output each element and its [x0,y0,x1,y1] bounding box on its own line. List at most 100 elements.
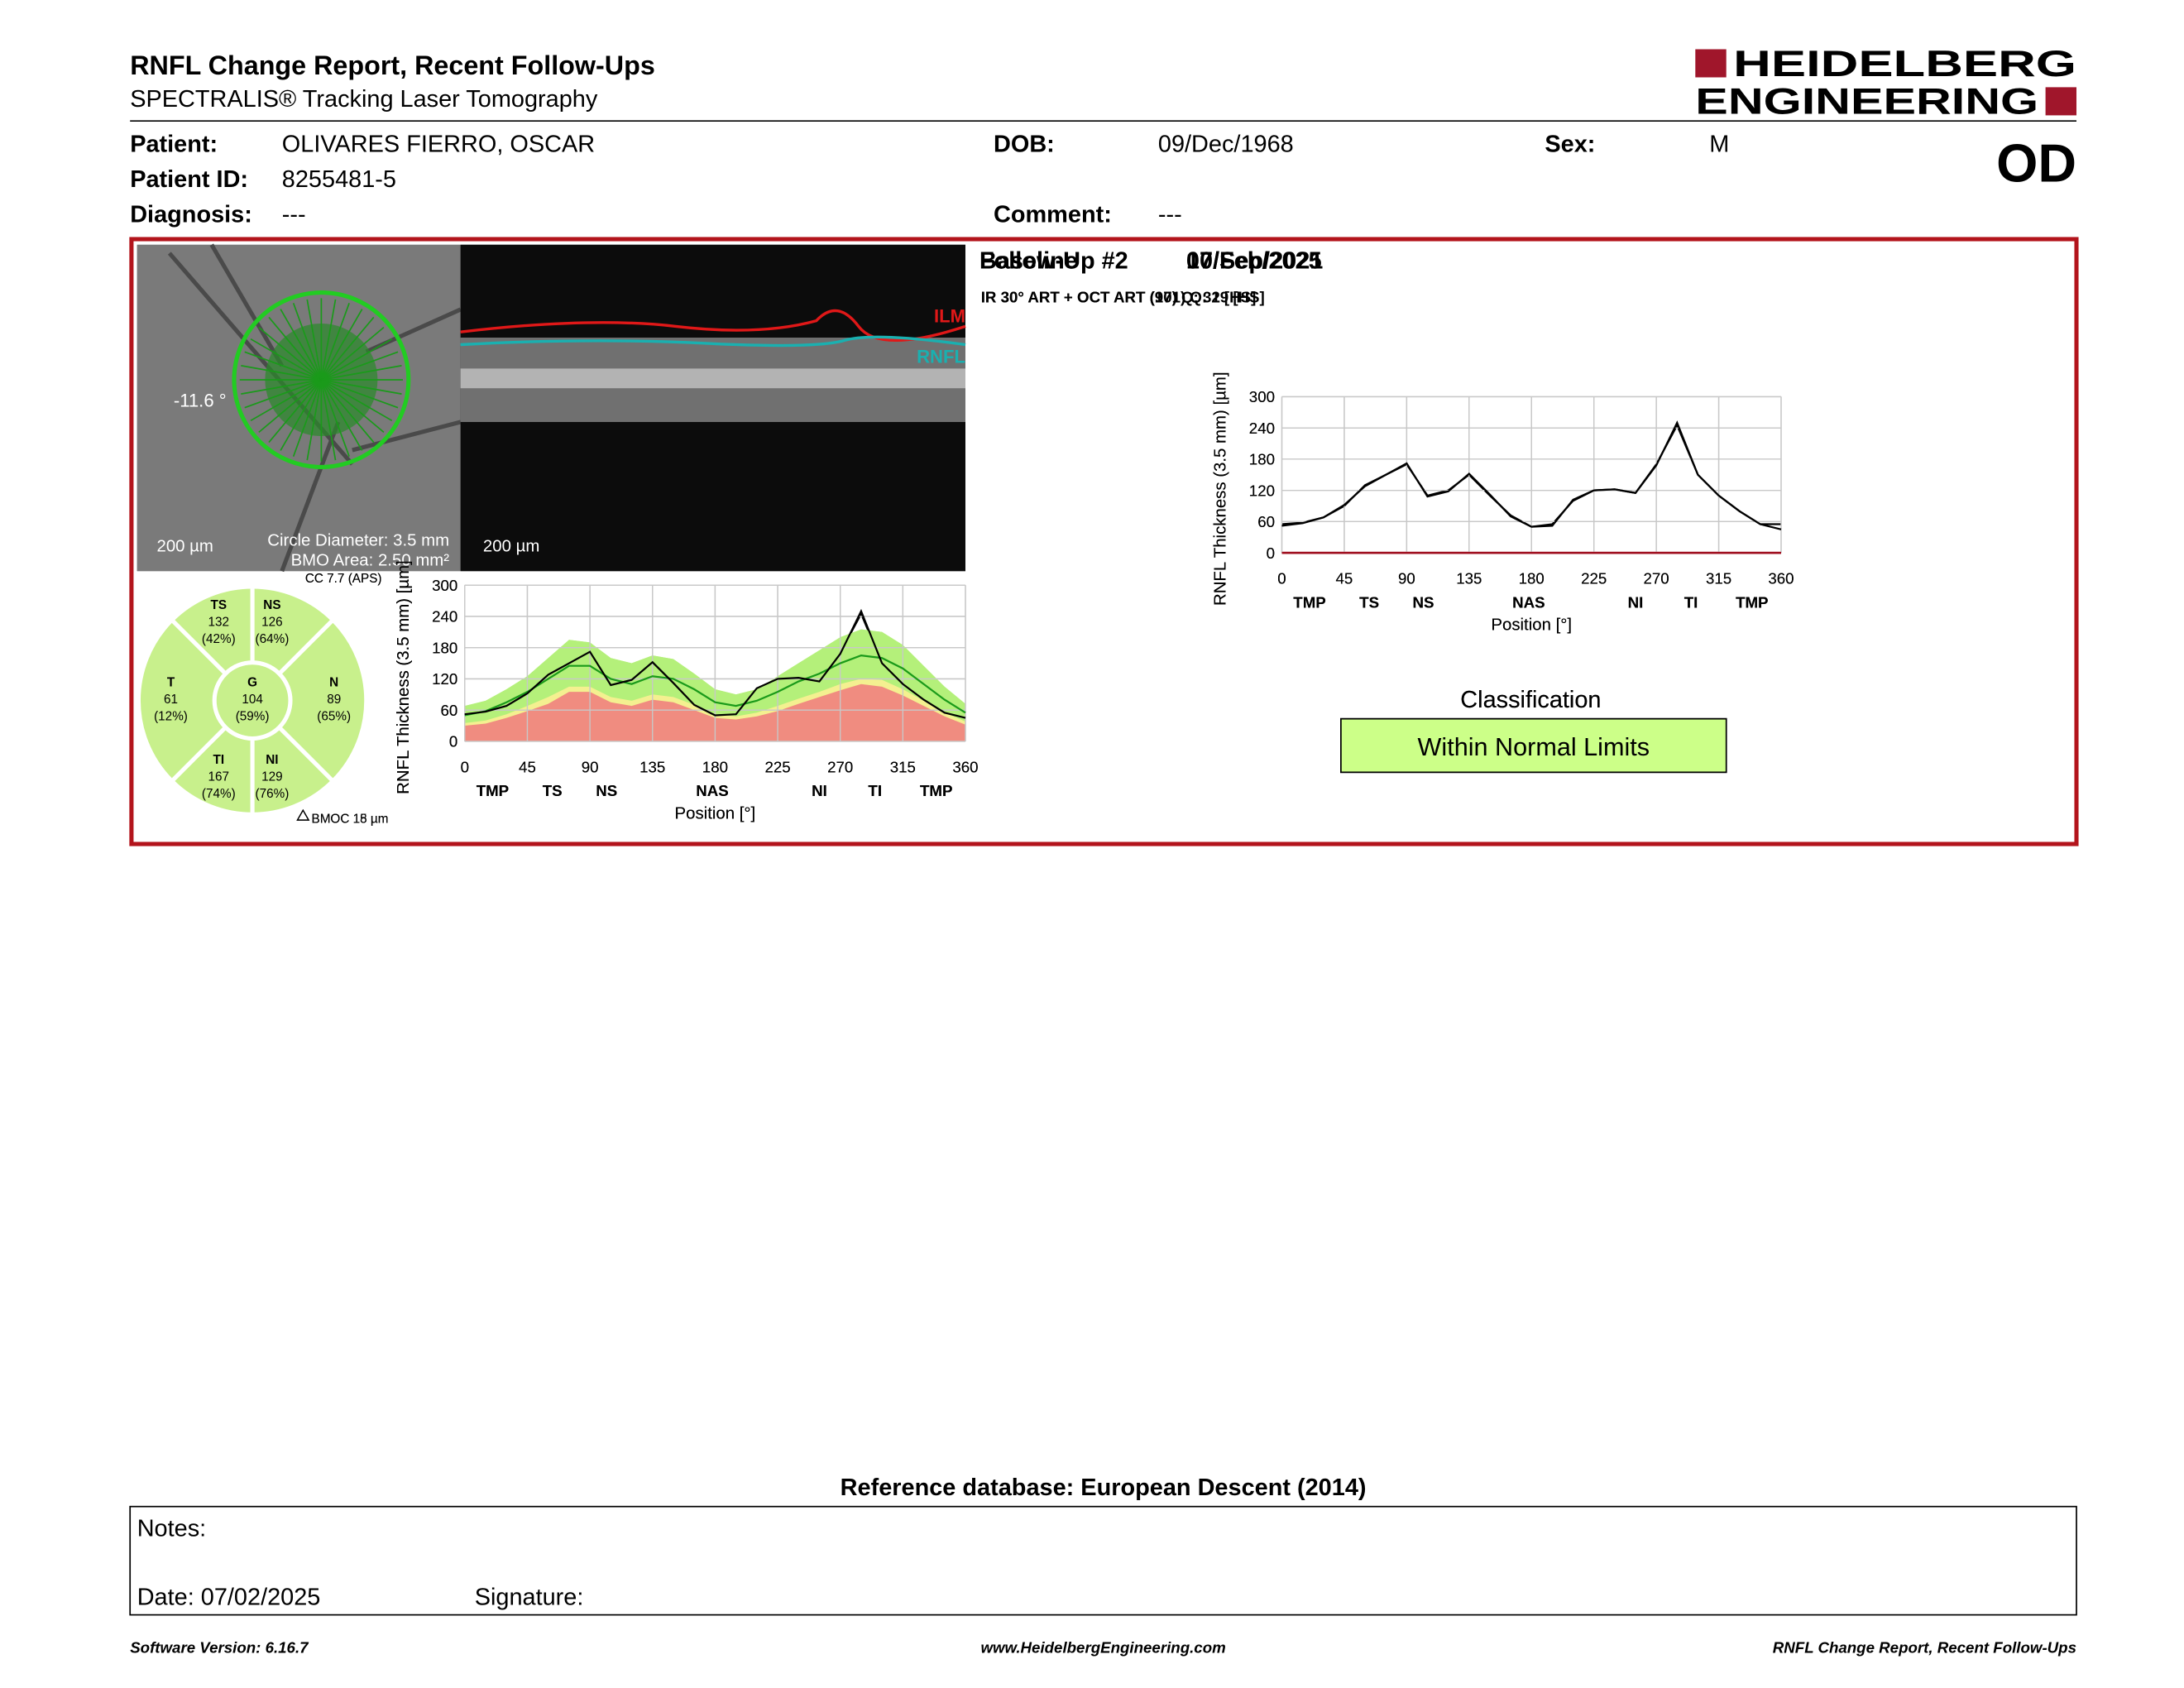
region-label: NS [596,782,617,799]
signature: Signature: [475,1585,584,1611]
sector-value: 126 [261,615,283,629]
rnfl-line [460,335,966,348]
scan-info: IR 30° ART + OCT ART (97) Q: 31 [HS] [981,288,1257,305]
scan-ray [320,379,337,461]
scan-ray [320,303,350,381]
y-tick-label: 60 [441,702,458,719]
scan-ray [320,379,363,451]
thickness-profile [464,608,966,719]
y-tick-label: 0 [449,733,457,750]
sector-value: 132 [208,615,230,629]
sector-percentile: (59%) [236,709,270,723]
sector-value: 167 [208,770,230,784]
cc: CC 7.7 (APS) [305,572,382,586]
vessel [352,420,462,453]
x-tick-label: 135 [1456,569,1482,587]
field-value: OLIVARES FIERRO, OSCAR [282,132,595,158]
region-label: TMP [477,782,509,799]
sector-divider [171,726,228,782]
sector-percentile: (42%) [202,632,236,646]
scan-ray [250,379,322,422]
region-label: TS [543,782,563,799]
scan-ray [321,379,402,395]
sector-value: 89 [327,693,341,707]
field-label: Sex: [1545,132,1595,158]
scan-circle [232,290,411,469]
x-tick-label: 315 [1706,569,1731,587]
date: Date: 07/02/2025 [137,1585,321,1611]
region-label: NAS [696,782,728,799]
logo-mark [1695,49,1727,78]
x-tick-label: 135 [1456,569,1482,587]
y-tick-label: 0 [1267,544,1275,562]
scan-ray [250,338,322,381]
y-axis-label: RNFL Thickness (3.5 mm) [µm] [395,560,413,794]
vessel [280,421,341,573]
scan-ray [306,299,323,381]
scan-ray [320,379,393,422]
field-value: --- [1158,202,1182,228]
x-tick-label: 270 [1644,569,1669,587]
scan-ray [280,379,323,451]
x-tick-label: 360 [1768,569,1794,587]
logo-text: HEIDELBERG [1733,44,2076,84]
x-tick-label: 135 [639,758,665,775]
sector-label: NS [263,598,280,612]
x-tick-label: 90 [1398,569,1415,587]
region-label: TMP [920,782,952,799]
sector-label: N [329,676,338,690]
sector-divider [171,619,228,675]
reference: Reference database: European Descent (20… [841,1475,1367,1501]
x-tick-label: 225 [764,758,790,775]
scan-ray [268,379,323,444]
normative-mean [464,654,966,717]
y-tick-label: 60 [1257,513,1275,530]
delta-icon [296,808,310,821]
y-tick-label: 120 [432,670,457,688]
x-tick-label: 180 [702,758,728,775]
field-label: Diagnosis: [130,202,252,228]
x-tick-label: 45 [1336,569,1353,587]
sector-percentile: (76%) [255,787,289,801]
region-label: TMP [1293,593,1325,611]
scan-ray [320,309,363,381]
x-tick-label: 0 [461,758,469,775]
scan-ray [320,326,385,381]
y-tick-label: 0 [449,733,457,750]
sector-label: TS [211,598,228,612]
classification-result: Within Normal Limits [1418,733,1650,761]
classification-title: Classification [1460,687,1601,713]
x-tick-label: 225 [1581,569,1607,587]
region-label: TMP [1736,593,1768,611]
y-tick-label: 180 [432,639,457,656]
region-label: NS [596,782,617,799]
x-tick-label: 45 [519,758,536,775]
field-label: Patient ID: [130,166,248,193]
field-value: 09/Dec/1968 [1158,132,1294,158]
field-label: Patient: [130,132,218,158]
notes-box [129,1505,2077,1616]
scan-ray [258,379,322,434]
sector-divider [277,726,334,782]
sector-percentile: (65%) [317,709,351,723]
x-tick-label: 360 [952,758,978,775]
rnfl-label: RNFL [917,347,965,367]
x-tick-label: 90 [582,758,599,775]
logo-text: ENGINEERING [1695,82,2038,122]
field-value: --- [282,202,306,228]
sector-percentile: (74%) [202,787,236,801]
region-label: NI [812,782,827,799]
region-label: TMP [920,782,952,799]
scan-ray [320,316,375,381]
scan-ray [320,379,375,444]
x-tick-label: 180 [1519,569,1545,587]
region-label: NS [1413,593,1434,611]
scan-ray [241,365,322,381]
footer: www.HeidelbergEngineering.com [980,1638,1225,1656]
x-tick-label: 225 [764,758,790,775]
exam-date: 07/Feb/2025 [1186,248,1322,275]
scan-ray [321,379,399,409]
region-label: TMP [477,782,509,799]
sector-label: T [167,676,175,690]
